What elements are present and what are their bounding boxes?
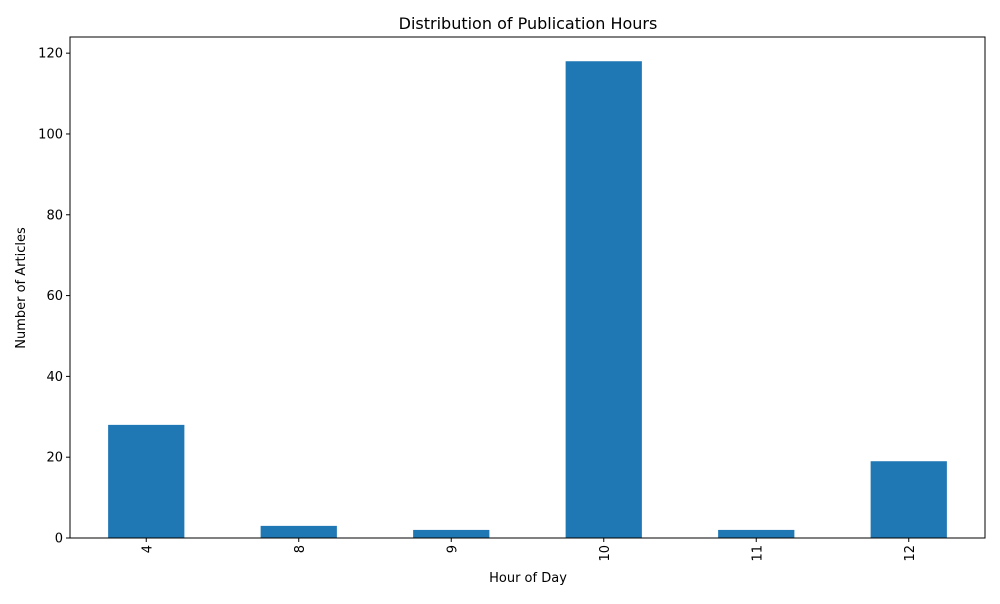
x-tick-label: 8: [293, 545, 308, 553]
bar-hour-10: [565, 61, 642, 538]
x-tick-label: 4: [140, 545, 155, 553]
y-axis-label: Number of Articles: [14, 227, 29, 349]
x-tick-label: 9: [445, 545, 460, 553]
y-tick-label: 40: [46, 370, 63, 385]
y-tick-label: 60: [46, 289, 63, 304]
y-tick-label: 100: [38, 127, 63, 142]
x-tick-label: 10: [598, 545, 613, 562]
bar-hour-8: [260, 525, 337, 538]
x-axis: 4 8 9 10 11 12: [140, 538, 918, 562]
plot-frame: [69, 36, 986, 539]
bar-hour-12: [870, 461, 947, 538]
x-axis-label: Hour of Day: [489, 571, 567, 586]
bars-group: [108, 61, 947, 538]
y-axis: 0 20 40 60 80 100 120: [38, 47, 70, 547]
chart-title: Distribution of Publication Hours: [399, 14, 658, 33]
y-tick-label: 80: [46, 208, 63, 223]
bar-hour-9: [413, 529, 490, 538]
bar-hour-4: [108, 424, 185, 538]
bar-hour-11: [718, 529, 795, 538]
y-tick-label: 20: [46, 451, 63, 466]
x-tick-label: 12: [903, 545, 918, 562]
x-tick-label: 11: [750, 545, 765, 562]
y-tick-label: 120: [38, 47, 63, 62]
y-tick-label: 0: [55, 532, 63, 547]
